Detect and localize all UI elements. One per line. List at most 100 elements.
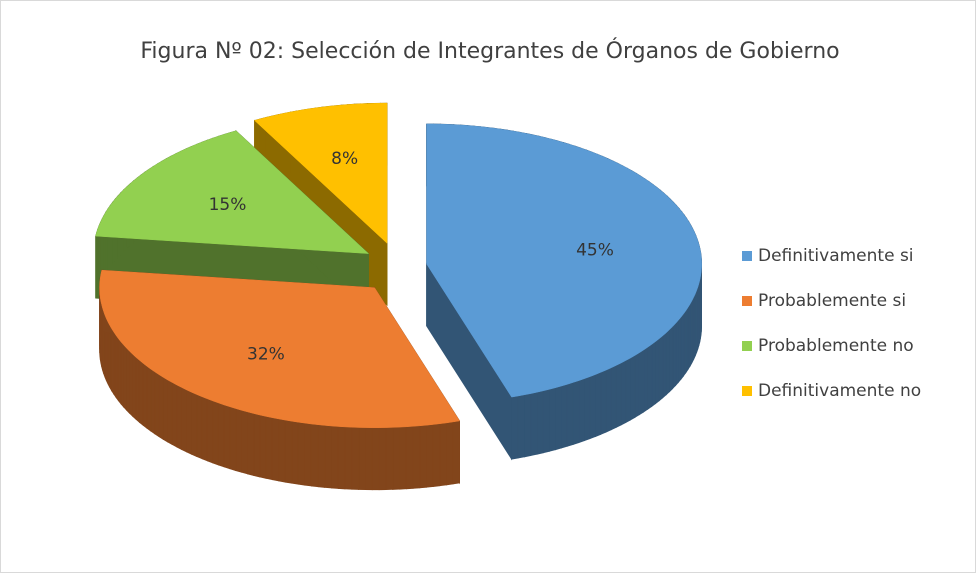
slice-side [158,373,164,440]
slice-side [150,368,156,435]
slice-side [511,395,519,460]
slice-side [241,409,248,475]
slice-side [132,353,137,421]
slice-side [439,422,447,487]
slice-side [536,390,544,455]
slice-side [665,328,670,396]
slice-side [625,357,631,424]
slice-side [412,425,421,489]
slice-side [647,343,653,410]
slice-side [630,354,636,421]
slice-side [201,396,208,462]
slice-side [600,369,607,435]
slice-side [530,391,538,457]
slice-side [605,367,612,433]
slice-side [304,422,312,487]
slice-side [284,419,293,484]
data-label: 45% [576,240,614,260]
slice-side [385,427,394,491]
slice-side [181,386,187,453]
slice-side [142,362,148,429]
slice-side [378,427,387,491]
slice-side [432,423,441,487]
slice-side [542,388,550,454]
slice-side [643,346,649,413]
slice-side [206,398,214,464]
slice-side [452,420,460,485]
slice-side [405,425,414,490]
slice-side [126,347,130,415]
slice-side [669,325,674,393]
chart-title: Figura Nº 02: Selección de Integrantes d… [140,38,839,64]
slice-side [297,421,306,486]
pie-slice [99,269,461,491]
slice-side [154,371,160,438]
slice-side [120,340,124,408]
legend-swatch [742,251,752,261]
slice-side [566,381,574,447]
slice-side [675,319,679,387]
slice-side [615,362,622,429]
slice-top [99,269,461,428]
slice-side [655,337,660,405]
slice-side [517,394,525,459]
slice-side [399,426,407,490]
slice-top [254,102,388,244]
slice-side [365,427,373,491]
slice-side [337,426,346,490]
slice-side [524,393,532,458]
slice-side [572,380,580,446]
slice-side [620,359,627,426]
slice-side [658,334,664,402]
legend-swatch [742,386,752,396]
slice-side [129,350,133,418]
slice-side [259,414,267,479]
slice-side [186,389,192,455]
slice-top [426,123,702,398]
slice-side [589,373,596,440]
slice-side [123,343,127,412]
legend-label: Definitivamente si [758,246,914,266]
slice-side [265,415,273,481]
data-label: 8% [331,149,358,169]
legend-label: Probablemente no [758,336,914,356]
slice-side [584,376,591,442]
slice-side [371,427,380,491]
slice-side [146,365,152,432]
slice-side [549,387,556,452]
slice-side [271,417,280,482]
slice-side [419,424,427,489]
slice-top [95,130,370,254]
slice-side [662,331,667,399]
slice-side [212,400,219,466]
slice-side [324,424,332,489]
slice-side [426,424,434,488]
slice-side [235,407,242,473]
slice-side [651,340,656,408]
slice-side [135,356,140,424]
slice-side [610,364,617,431]
slice-side [176,384,182,451]
pie-slice [95,130,370,317]
slice-side [217,402,225,468]
slice-side [138,359,144,427]
slice-side [278,418,286,483]
slice-side [351,426,360,490]
slice-side [561,383,568,449]
slice-side [634,351,640,419]
slice-side [446,421,454,486]
slice-side [672,322,677,390]
data-label: 15% [209,195,247,215]
slice-side [392,426,400,490]
slice-side [317,424,326,488]
slice-side [196,393,203,460]
legend-swatch [742,341,752,351]
slice-side [253,412,261,478]
slice-side [291,420,299,485]
legend-label: Probablemente si [758,291,906,311]
slice-side [555,385,562,451]
slice-side [247,411,255,476]
slice-side [638,349,645,416]
slice-side [191,391,198,458]
